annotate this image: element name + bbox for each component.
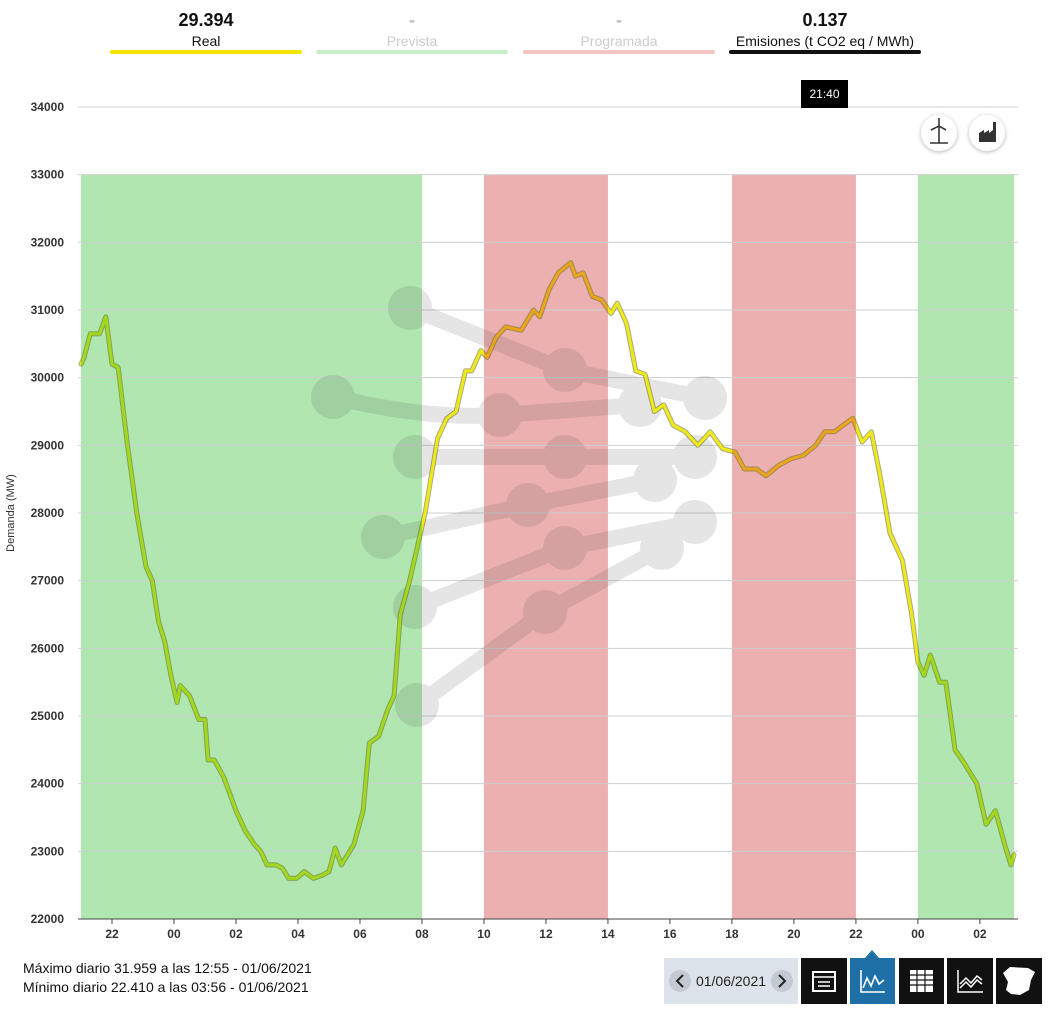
x-tick-label: 16 — [663, 927, 677, 941]
summary-underline — [729, 50, 921, 54]
summary-label: Real — [192, 33, 221, 49]
factory-button[interactable] — [969, 115, 1005, 151]
daily-min: Mínimo diario 22.410 a las 03:56 - 01/06… — [23, 979, 309, 995]
prev-day[interactable] — [669, 970, 691, 992]
calendar-view[interactable] — [801, 958, 847, 1004]
tariff-band — [731, 174, 856, 919]
x-tick-label: 04 — [291, 927, 305, 941]
x-tick-label: 18 — [725, 927, 739, 941]
daily-max: Máximo diario 31.959 a las 12:55 - 01/06… — [23, 960, 312, 976]
y-tick-label: 28000 — [31, 506, 65, 520]
watermark — [311, 286, 727, 727]
y-tick-label: 30000 — [31, 371, 65, 385]
map-view[interactable] — [996, 958, 1042, 1004]
x-tick-label: 08 — [415, 927, 429, 941]
y-axis-label: Demanda (MW) — [5, 474, 17, 552]
tooltip-box — [801, 80, 848, 108]
chart-view[interactable] — [850, 950, 895, 1004]
x-tick-label: 02 — [973, 927, 987, 941]
y-tick-label: 26000 — [31, 641, 65, 655]
summary-underline — [110, 50, 302, 54]
x-tick-label: 00 — [167, 927, 181, 941]
y-tick-label: 25000 — [31, 709, 65, 723]
wind-button[interactable] — [921, 115, 957, 151]
summary-value: - — [409, 10, 415, 30]
x-tick-label: 22 — [105, 927, 119, 941]
y-tick-label: 32000 — [31, 235, 65, 249]
y-tick-label: 27000 — [31, 574, 65, 588]
summary-value: 0.137 — [802, 10, 847, 30]
summary-value: - — [616, 10, 622, 30]
x-tick-label: 02 — [229, 927, 243, 941]
x-tick-label: 20 — [787, 927, 801, 941]
area-view[interactable] — [947, 958, 993, 1004]
y-tick-label: 24000 — [31, 777, 65, 791]
line — [79, 261, 1016, 880]
x-tick-label: 10 — [477, 927, 491, 941]
summary-underline — [316, 50, 508, 54]
summary-label: Emisiones (t CO2 eq / MWh) — [736, 33, 914, 49]
x-tick-label: 14 — [601, 927, 615, 941]
y-tick-label: 23000 — [31, 844, 65, 858]
tariff-band — [917, 174, 1014, 919]
tooltip: 21:40 — [809, 87, 839, 101]
summary-underline — [523, 50, 715, 54]
summary-label: Programada — [580, 33, 657, 49]
y-tick-label: 29000 — [31, 438, 65, 452]
y-tick-label: 33000 — [31, 168, 65, 182]
y-tick-label: 22000 — [31, 912, 65, 926]
next-day[interactable] — [771, 970, 793, 992]
table-view[interactable] — [899, 958, 944, 1004]
summary-value: 29.394 — [178, 10, 233, 30]
y-tick-label: 34000 — [31, 100, 65, 114]
date-value[interactable]: 01/06/2021 — [696, 973, 766, 989]
y-tick-label: 31000 — [31, 303, 65, 317]
x-tick-label: 06 — [353, 927, 367, 941]
x-tick-label: 22 — [849, 927, 863, 941]
summary-label: Prevista — [387, 33, 438, 49]
x-tick-label: 12 — [539, 927, 553, 941]
x-tick-label: 00 — [911, 927, 925, 941]
